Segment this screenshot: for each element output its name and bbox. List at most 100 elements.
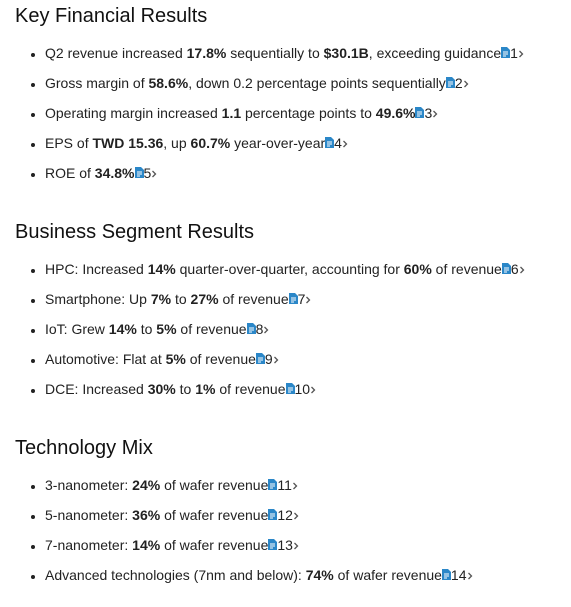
text: 7-nanometer: — [45, 537, 133, 553]
text: percentage points to — [241, 105, 376, 121]
text: of wafer revenue — [160, 507, 269, 523]
citation-button[interactable]: 4 — [325, 135, 348, 151]
citation-number: 10 — [294, 381, 311, 397]
bold-text: 27% — [190, 291, 219, 307]
citation-button[interactable]: 8 — [246, 321, 270, 337]
citation-number: 8 — [255, 321, 264, 337]
bold-text: 30% — [147, 381, 176, 397]
citation-number: 12 — [277, 507, 293, 523]
text: to — [171, 291, 191, 307]
citation-number: 9 — [264, 351, 273, 367]
text: of wafer revenue — [160, 477, 269, 493]
text: of wafer revenue — [160, 537, 269, 553]
doc-icon — [501, 263, 511, 274]
text: Automotive: Flat at — [45, 351, 166, 367]
citation-number: 13 — [277, 537, 293, 553]
citation-button[interactable]: 6 — [501, 261, 525, 277]
bullet-item: DCE: Increased 30% to 1% of revenue 10 — [45, 374, 571, 404]
text: of revenue — [176, 321, 247, 337]
bullet-item: Operating margin increased 1.1 percentag… — [45, 98, 571, 128]
citation-button[interactable]: 9 — [255, 351, 279, 367]
doc-icon — [441, 569, 451, 580]
bold-text: 1.1 — [221, 105, 242, 121]
citation-number: 14 — [450, 567, 467, 583]
bold-text: 14% — [108, 321, 137, 337]
chevron-icon — [152, 170, 157, 178]
bold-text: $30.1B — [323, 45, 369, 61]
bold-text: 5% — [156, 321, 177, 337]
chevron-icon — [273, 356, 279, 364]
text: ROE of — [45, 165, 95, 181]
citation-button[interactable]: 13 — [268, 537, 299, 553]
doc-icon — [325, 137, 335, 148]
bold-text: 58.6% — [148, 75, 189, 91]
bullet-item: Automotive: Flat at 5% of revenue 9 — [45, 344, 571, 374]
bullet-item: Gross margin of 58.6%, down 0.2 percenta… — [45, 68, 571, 98]
doc-icon — [285, 383, 295, 394]
bold-text: TWD 15.36 — [92, 135, 164, 151]
doc-icon — [268, 539, 278, 550]
chevron-icon — [342, 140, 348, 148]
chevron-icon — [518, 50, 524, 58]
text: of revenue — [215, 381, 286, 397]
bold-text: 34.8% — [94, 165, 135, 181]
doc-icon — [268, 479, 278, 490]
bold-text: 5% — [165, 351, 186, 367]
citation-button[interactable]: 12 — [268, 507, 299, 523]
doc-icon — [255, 353, 265, 364]
summary: Key Financial Results Q2 revenue increase… — [0, 4, 571, 590]
bullet-item: HPC: Increased 14% quarter-over-quarter,… — [45, 254, 571, 284]
text: DCE: Increased — [45, 381, 148, 397]
doc-icon — [268, 509, 278, 520]
text: , down 0.2 percentage points sequentiall… — [188, 75, 446, 91]
text: sequentially to — [226, 45, 324, 61]
bullet-item: 5-nanometer: 36% of wafer revenue 12 — [45, 500, 571, 530]
chevron-icon — [293, 512, 299, 520]
citation-button[interactable]: 1 — [501, 45, 524, 61]
citation-button[interactable]: 3 — [415, 105, 438, 121]
bold-text: 60.7% — [190, 135, 231, 151]
text: quarter-over-quarter, accounting for — [175, 261, 404, 277]
doc-icon — [246, 323, 256, 334]
citation-button[interactable]: 10 — [285, 381, 317, 397]
bullet-list: HPC: Increased 14% quarter-over-quarter,… — [0, 254, 571, 404]
doc-icon — [134, 167, 144, 178]
bold-text: 14% — [147, 261, 176, 277]
bold-text: 24% — [132, 477, 161, 493]
text: IoT: Grew — [45, 321, 109, 337]
text: of revenue — [185, 351, 256, 367]
bold-text: 14% — [132, 537, 161, 553]
bold-text: 60% — [403, 261, 432, 277]
text: to — [175, 381, 196, 397]
chevron-icon — [293, 542, 299, 550]
bullet-item: Smartphone: Up 7% to 27% of revenue 7 — [45, 284, 571, 314]
citation-button[interactable]: 7 — [288, 291, 312, 307]
text: of wafer revenue — [333, 567, 442, 583]
citation-button[interactable]: 11 — [268, 477, 298, 493]
text: EPS of — [45, 135, 93, 151]
text: , exceeding guidance — [368, 45, 502, 61]
text: Smartphone: Up — [45, 291, 151, 307]
section-title: Key Financial Results — [15, 5, 208, 27]
text: year-over-year — [230, 135, 326, 151]
bold-text: 49.6% — [375, 105, 416, 121]
citation-number: 4 — [334, 135, 342, 151]
citation-button[interactable]: 5 — [134, 165, 158, 181]
section-title: Technology Mix — [15, 437, 153, 459]
text: of revenue — [218, 291, 289, 307]
citation-button[interactable]: 14 — [441, 567, 473, 583]
doc-icon — [501, 47, 511, 58]
bullet-item: 3-nanometer: 24% of wafer revenue 11 — [45, 470, 571, 500]
bold-text: 36% — [132, 507, 161, 523]
chevron-icon — [264, 326, 269, 334]
text: Operating margin increased — [45, 105, 222, 121]
doc-icon — [288, 293, 298, 304]
chevron-icon — [463, 80, 469, 88]
citation-button[interactable]: 2 — [445, 75, 469, 91]
chevron-icon — [311, 386, 316, 394]
citation-number: 6 — [510, 261, 519, 277]
bullet-item: IoT: Grew 14% to 5% of revenue 8 — [45, 314, 571, 344]
chevron-icon — [433, 110, 438, 118]
text: of revenue — [431, 261, 502, 277]
